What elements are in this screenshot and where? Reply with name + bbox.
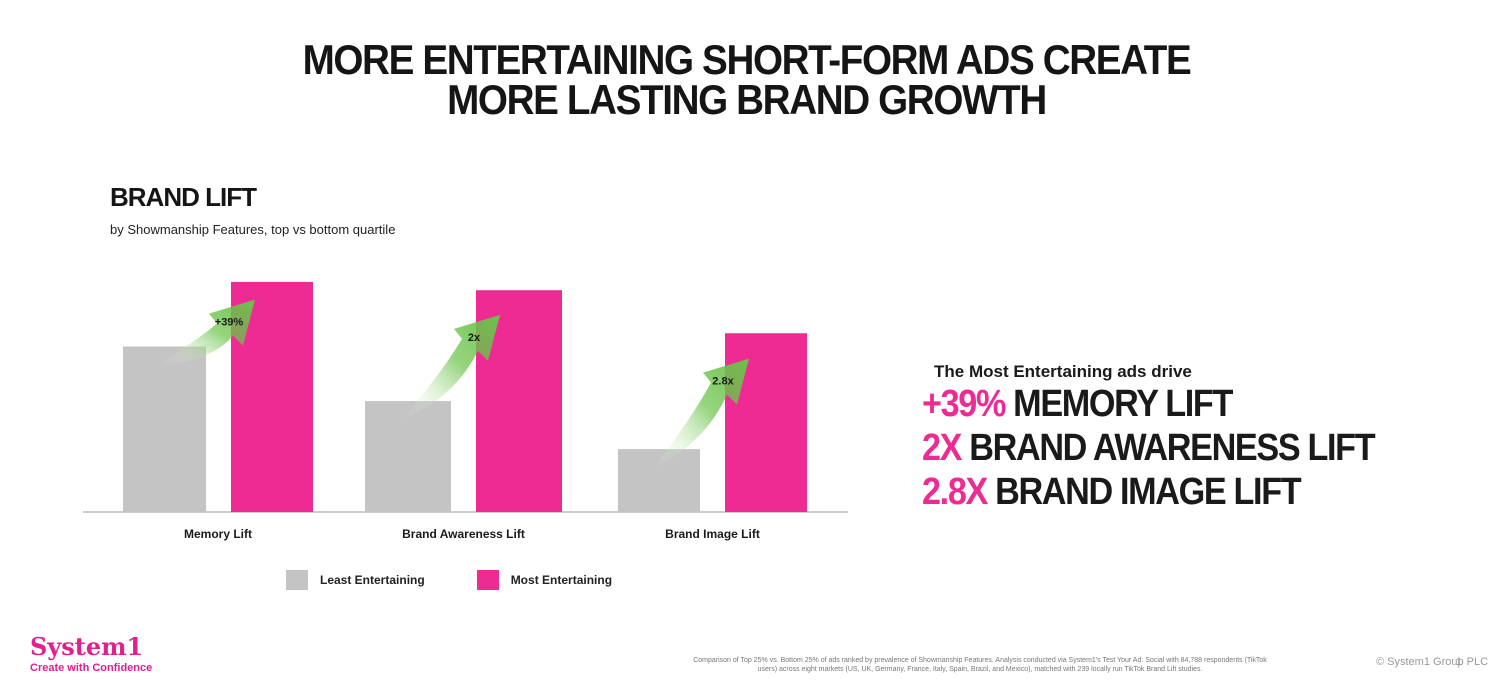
lift-annotation-1: 2x — [468, 332, 481, 344]
footnote-line-2: users) across eight markets (US, UK, Ger… — [757, 666, 1203, 673]
slide-title: MORE ENTERTAINING SHORT-FORM ADS CREATE … — [60, 36, 1434, 123]
lift-annotation-2: 2.8x — [712, 376, 734, 388]
lift-annotation-0: +39% — [215, 317, 244, 329]
chart-title: BRAND LIFT — [110, 182, 257, 212]
callout-awareness-value: 2X — [922, 427, 963, 469]
logo-name: System1 — [30, 632, 144, 661]
callout-memory-value: +39% — [922, 383, 1006, 425]
category-label-0: Memory Lift — [184, 527, 252, 541]
chart-legend: Least Entertaining Most Entertaining — [286, 570, 664, 590]
key-findings-callout: The Most Entertaining ads drive +39% MEM… — [922, 362, 1424, 514]
bar-least-1 — [365, 401, 451, 512]
lift-arrow-2 — [654, 358, 749, 468]
page-number: 1 — [1456, 656, 1463, 668]
logo-tagline: Create with Confidence — [30, 662, 153, 674]
copyright-text: © System1 Group PLC — [1376, 656, 1489, 668]
callout-awareness-lift: 2X BRAND AWARENESS LIFT — [922, 426, 1376, 470]
legend-item-least: Least Entertaining — [286, 570, 425, 590]
bar-most-2 — [725, 333, 807, 512]
legend-item-most: Most Entertaining — [476, 570, 613, 590]
legend-swatch-most — [476, 570, 499, 590]
bar-least-2 — [618, 449, 700, 512]
category-label-2: Brand Image Lift — [665, 527, 760, 541]
category-label-1: Brand Awareness Lift — [402, 527, 525, 541]
chart-subtitle: by Showmanship Features, top vs bottom q… — [110, 222, 396, 237]
footnote-line-1: Comparison of Top 25% vs. Bottom 25% of … — [693, 657, 1267, 664]
legend-label-least: Least Entertaining — [320, 573, 425, 587]
slide-title-line-1: MORE ENTERTAINING SHORT-FORM ADS CREATE — [302, 36, 1192, 83]
callout-awareness-text: BRAND AWARENESS LIFT — [961, 427, 1375, 469]
methodology-footnote: Comparison of Top 25% vs. Bottom 25% of … — [560, 656, 1400, 674]
callout-memory-text: MEMORY LIFT — [1005, 383, 1233, 425]
bar-least-0 — [123, 346, 206, 512]
callout-memory-lift: +39% MEMORY LIFT — [922, 382, 1374, 426]
callout-intro: The Most Entertaining ads drive — [934, 362, 1192, 381]
callout-image-lift: 2.8X BRAND IMAGE LIFT — [922, 470, 1374, 514]
slide-title-line-2: MORE LASTING BRAND GROWTH — [447, 76, 1047, 123]
legend-label-most: Most Entertaining — [510, 573, 613, 587]
system1-logo: System1 Create with Confidence — [30, 632, 153, 675]
bar-chart: Memory Lift +39% Brand Awareness Lift 2x Bra… — [83, 281, 848, 541]
legend-swatch-least — [286, 570, 308, 590]
lift-arrow-1 — [403, 314, 500, 420]
callout-image-value: 2.8X — [922, 471, 988, 513]
callout-image-text: BRAND IMAGE LIFT — [986, 471, 1302, 513]
lift-arrow-0 — [160, 299, 255, 365]
